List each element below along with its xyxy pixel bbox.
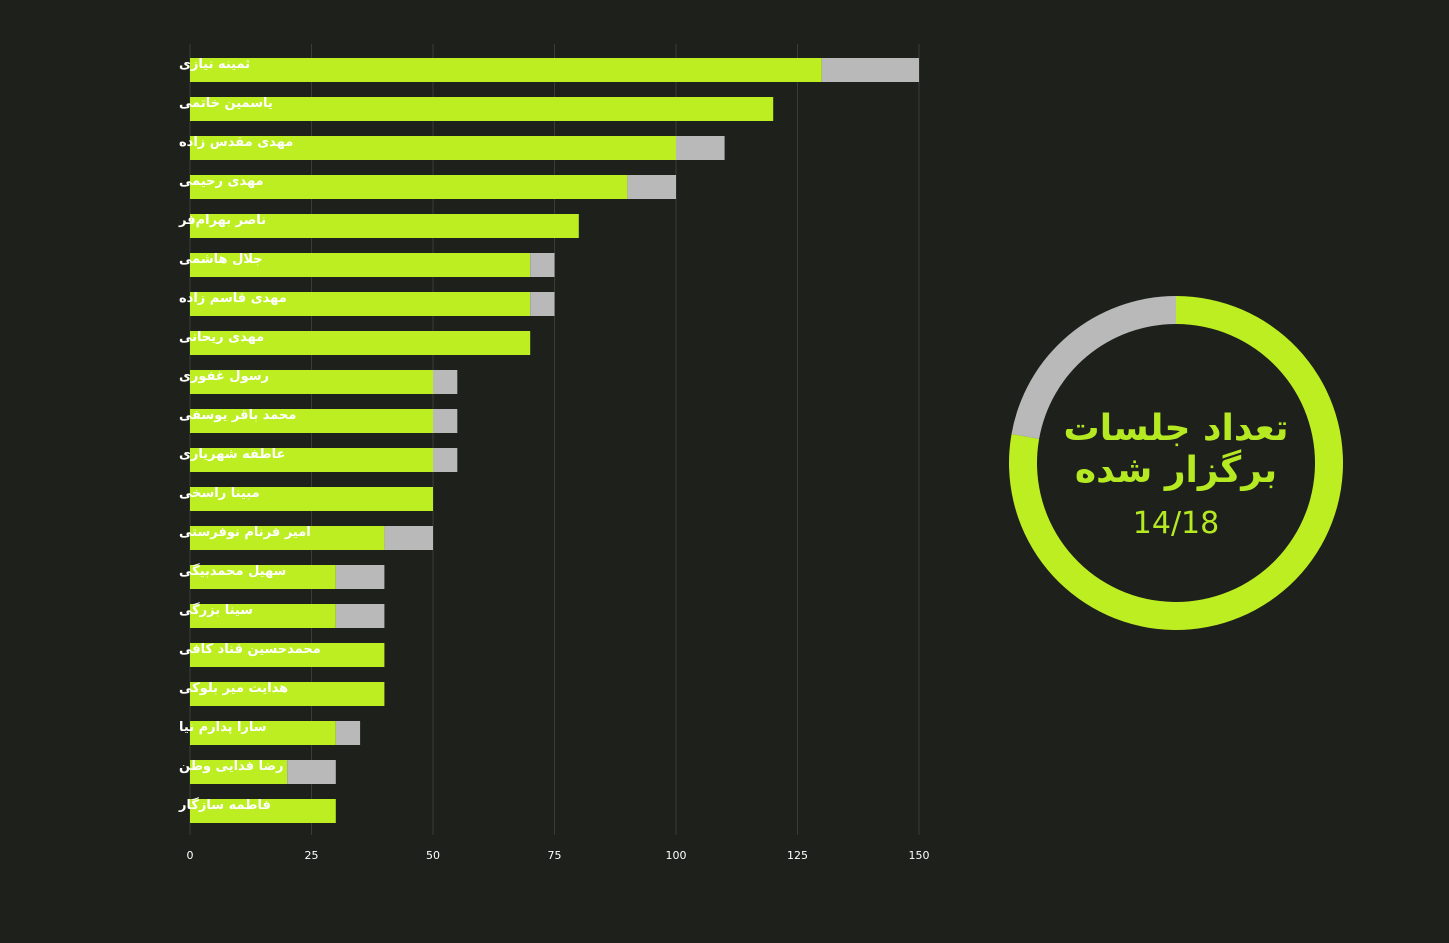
category-label: ثمینه نیازی (179, 57, 250, 72)
category-label: مهدی رحیمی (179, 174, 264, 189)
bar-primary (190, 97, 774, 121)
bar-primary (190, 526, 385, 550)
category-label: مهدی ریحانی (179, 330, 264, 345)
bar-secondary (287, 760, 336, 784)
bar-primary (190, 370, 433, 394)
bar-secondary (335, 565, 385, 589)
bar-primary (190, 136, 676, 160)
category-label: محمد باقر یوسفی (179, 408, 296, 423)
bar-primary (190, 643, 385, 667)
category-label: فاطمه سازگار (178, 797, 271, 813)
x-tick-label: 150 (909, 849, 930, 862)
category-label: مهدی قاسم زاده (179, 291, 287, 306)
donut-slices (1009, 296, 1344, 631)
bar-secondary (384, 526, 433, 550)
category-label: سینا بزرگی (179, 602, 253, 618)
bar-chart: ثمینه نیازی یاسمین خاتمی مهدی مقدس زاده مهد… (178, 44, 930, 862)
x-tick-label: 25 (305, 849, 319, 862)
x-tick-label: 75 (548, 849, 562, 862)
bar-secondary (433, 448, 458, 472)
x-tick-label: 125 (787, 849, 808, 862)
x-tick-label: 50 (426, 849, 440, 862)
bar-secondary (433, 370, 458, 394)
donut-center-value: 14/18 (1133, 506, 1219, 541)
bar-primary (190, 487, 433, 511)
category-label: مهدی مقدس زاده (179, 135, 293, 150)
bar-secondary (335, 721, 361, 745)
category-label: هدایت میر بلوکی (179, 681, 288, 696)
x-tick-label: 100 (666, 849, 687, 862)
donut-chart: تعداد جلسات برگزار شده 14/18 (1009, 296, 1344, 631)
donut-title-line-1: تعداد جلسات (1064, 408, 1289, 449)
bar-secondary (530, 292, 555, 316)
bar-secondary (627, 175, 676, 199)
category-label: امیر فرنام نوفرستی (179, 525, 311, 540)
bar-primary (190, 760, 288, 784)
bar-secondary (433, 409, 458, 433)
bar-primary (190, 448, 433, 472)
bar-secondary (530, 253, 555, 277)
bar-primary (190, 214, 579, 238)
bar-secondary (676, 136, 725, 160)
bar-secondary (335, 604, 385, 628)
bar-primary (190, 409, 433, 433)
bar-primary (190, 799, 336, 823)
category-label: یاسمین خاتمی (179, 96, 273, 111)
grid-lines (189, 44, 920, 835)
bar-primary (190, 604, 336, 628)
bar-primary (190, 721, 336, 745)
category-label: مبینا راسخی (179, 486, 260, 501)
bar-primary (190, 565, 336, 589)
category-label: عاطفه شهریاری (179, 447, 285, 462)
category-labels: ثمینه نیازی یاسمین خاتمی مهدی مقدس زاده مهد… (178, 57, 321, 813)
bar-primary (190, 292, 531, 316)
category-label: رسول غفوری (179, 369, 269, 384)
bar-primary (190, 253, 531, 277)
x-tick-label: 0 (187, 849, 194, 862)
bar-primary (190, 331, 531, 355)
category-label: جلال هاشمی (179, 252, 263, 267)
category-label: سارا پدارم نیا (179, 720, 267, 735)
donut-slice-remaining (1011, 296, 1176, 439)
donut-title-line-2: برگزار شده (1075, 449, 1277, 491)
x-axis-ticks: 0 25 50 75 100 125 150 (187, 849, 930, 862)
category-label: رضا فدایی وطن (179, 759, 284, 774)
bar-primary (190, 682, 385, 706)
bar-primary (190, 175, 628, 199)
bar-primary (190, 58, 822, 82)
category-label: ناصر بهرام‌فر (178, 213, 266, 228)
bars (190, 58, 919, 823)
bar-secondary (821, 58, 919, 82)
category-label: سهیل محمدبیگی (179, 563, 286, 579)
category-label: محمدحسین قناد کافی (179, 642, 321, 657)
